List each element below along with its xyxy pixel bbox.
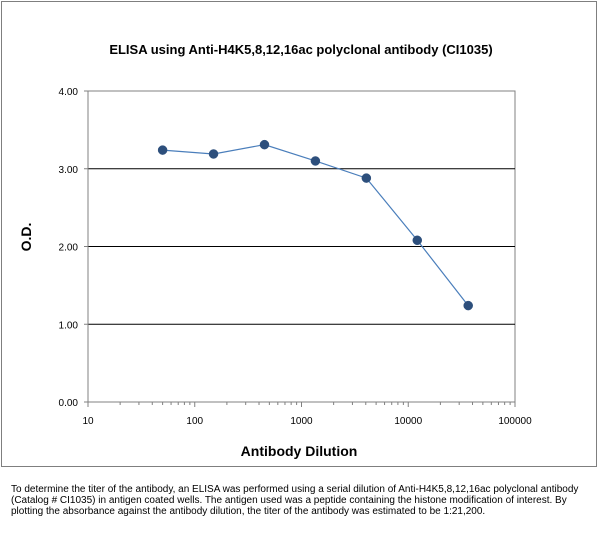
y-tick-label: 1.00 — [59, 320, 79, 331]
figure-frame — [1, 1, 597, 467]
data-point — [412, 235, 423, 246]
x-tick-label: 1000 — [290, 416, 313, 427]
data-point — [157, 145, 168, 155]
x-tick-label: 10000 — [394, 416, 422, 427]
axes — [84, 90, 516, 407]
data-point — [463, 300, 473, 311]
gridlines — [88, 168, 515, 325]
data-point — [208, 149, 219, 159]
data-series — [157, 139, 473, 311]
figure-caption: To determine the titer of the antibody, … — [11, 484, 579, 517]
data-point — [361, 173, 372, 183]
x-tick-label: 10 — [82, 416, 94, 427]
data-point — [310, 156, 321, 166]
y-tick-label: 4.00 — [59, 87, 79, 98]
tick-labels: 0.00 1.00 2.00 3.00 4.00 10 100 1000 10000 100000 — [59, 87, 533, 427]
elisa-chart: ELISA using Anti-H4K5,8,12,16ac polyclon… — [18, 42, 533, 459]
y-tick-label: 3.00 — [59, 165, 79, 176]
x-tick-label: 100 — [186, 416, 203, 427]
y-tick-label: 2.00 — [59, 243, 79, 254]
x-tick-label: 100000 — [498, 416, 532, 427]
y-tick-label: 0.00 — [59, 398, 79, 409]
chart-title: ELISA using Anti-H4K5,8,12,16ac polyclon… — [109, 42, 492, 57]
data-point — [259, 139, 270, 150]
y-axis-title: O.D. — [18, 223, 34, 252]
x-axis-title: Antibody Dilution — [241, 443, 358, 459]
